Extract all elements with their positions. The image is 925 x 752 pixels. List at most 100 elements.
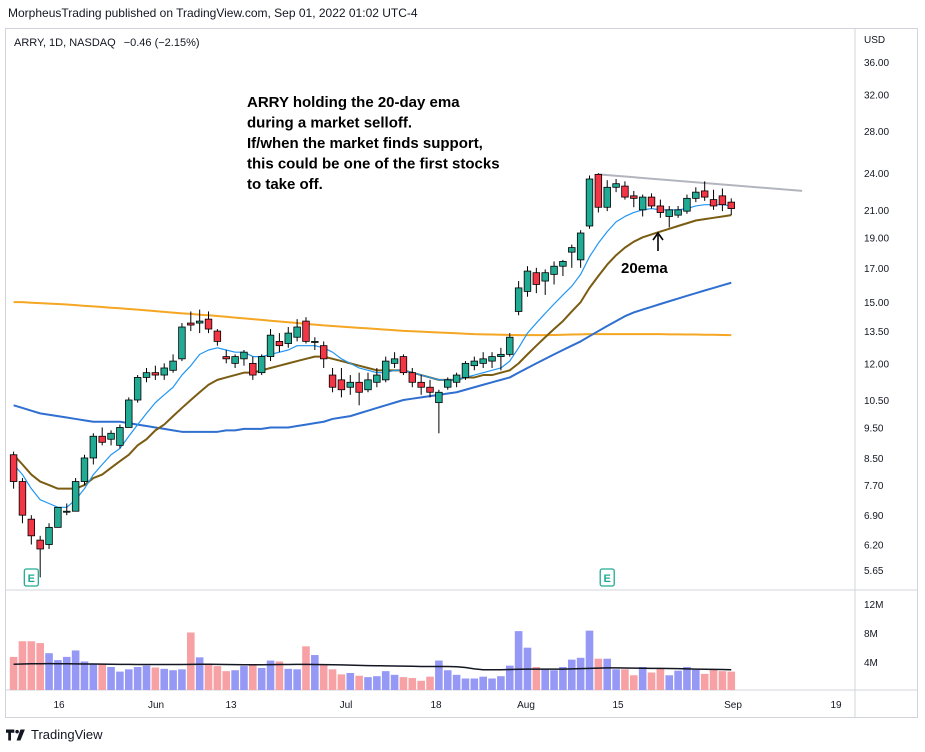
candle-body bbox=[594, 173, 603, 208]
volume-bar bbox=[373, 676, 381, 690]
volume-bar bbox=[505, 665, 514, 690]
volume-bar bbox=[355, 675, 363, 690]
candle-body bbox=[576, 232, 585, 261]
price-tick-label: 5.65 bbox=[864, 566, 884, 577]
volume-bar bbox=[638, 667, 647, 690]
volume-bar bbox=[683, 667, 691, 690]
candle-body bbox=[532, 272, 541, 285]
volume-tick-label: 8M bbox=[864, 629, 878, 640]
volume-bar bbox=[435, 660, 443, 690]
volume-bar bbox=[692, 669, 700, 690]
candle-body bbox=[488, 356, 496, 362]
candle-body bbox=[514, 287, 523, 312]
volume-bar bbox=[381, 671, 390, 690]
ema10-series bbox=[13, 204, 732, 508]
volume-bar bbox=[603, 658, 612, 690]
volume-bar bbox=[479, 676, 487, 690]
time-tick-label: 18 bbox=[430, 700, 442, 711]
volume-bar bbox=[178, 669, 186, 690]
candle-body bbox=[709, 199, 718, 207]
candle-body bbox=[195, 320, 204, 324]
volume-bar bbox=[62, 656, 71, 690]
volume-tick-label: 4M bbox=[864, 658, 878, 669]
time-tick-label: Sep bbox=[724, 700, 742, 711]
volume-bar bbox=[98, 664, 106, 690]
volume-bar bbox=[567, 659, 576, 690]
volume-bar bbox=[142, 665, 151, 690]
candle-body bbox=[249, 362, 257, 376]
candle-body bbox=[346, 381, 354, 388]
volume-bar bbox=[328, 669, 337, 690]
volume-bar bbox=[160, 668, 169, 690]
volume-bar bbox=[541, 669, 549, 690]
volume-bar bbox=[124, 669, 133, 690]
volume-bar bbox=[319, 665, 328, 690]
volume-bar bbox=[266, 660, 275, 690]
candle-body bbox=[116, 427, 124, 446]
candle-body bbox=[204, 318, 213, 330]
candle-body bbox=[559, 261, 567, 267]
time-tick-label: 19 bbox=[830, 700, 842, 711]
legend-symbol: ARRY, 1D, NASDAQ bbox=[14, 37, 116, 49]
price-tick-label: 21.00 bbox=[864, 206, 889, 217]
earnings-badge-label: E bbox=[604, 573, 611, 585]
volume-axis[interactable]: 12M 8M 4M bbox=[864, 600, 883, 669]
volume-bar bbox=[399, 677, 408, 690]
candle-body bbox=[355, 381, 363, 393]
price-tick-label: 17.00 bbox=[864, 264, 889, 275]
price-tick-label: 6.20 bbox=[864, 541, 884, 552]
candle-body bbox=[461, 362, 470, 378]
candle-body bbox=[426, 386, 434, 393]
time-tick-label: 16 bbox=[53, 700, 65, 711]
earnings-badge-label: E bbox=[28, 573, 35, 585]
candle-body bbox=[683, 197, 691, 212]
candle-body bbox=[700, 190, 709, 198]
time-axis[interactable]: 16 Jun 13 Jul 18 Aug 15 Sep 19 bbox=[53, 700, 842, 711]
price-tick-label: 28.00 bbox=[864, 127, 889, 138]
candle-body bbox=[727, 201, 735, 209]
candle-body bbox=[479, 358, 487, 364]
volume-bar bbox=[709, 669, 718, 690]
price-axis[interactable]: 36.00 32.00 28.00 24.00 21.00 19.00 17.00 15.00… bbox=[864, 58, 889, 577]
candle-body bbox=[71, 481, 80, 512]
candle-body bbox=[585, 178, 594, 227]
volume-bar bbox=[656, 668, 665, 690]
footer-brand[interactable]: TradingView bbox=[6, 727, 103, 742]
sma50-series bbox=[13, 281, 732, 433]
candle-body bbox=[612, 183, 620, 188]
tradingview-logo-icon bbox=[6, 728, 25, 741]
candle-body bbox=[231, 356, 239, 364]
volume-bar bbox=[426, 676, 434, 690]
price-tick-label: 24.00 bbox=[864, 169, 889, 180]
volume-bar bbox=[89, 664, 98, 690]
candle-body bbox=[390, 358, 399, 364]
volume-bar bbox=[674, 670, 682, 690]
candle-body bbox=[169, 360, 177, 371]
volume-bar bbox=[346, 672, 355, 690]
volume-bar bbox=[612, 669, 620, 690]
candle-body bbox=[364, 379, 372, 391]
candle-body bbox=[541, 272, 549, 282]
earnings-badge bbox=[23, 568, 39, 587]
time-tick-label: 13 bbox=[225, 700, 237, 711]
price-tick-label: 32.00 bbox=[864, 90, 889, 101]
candle-body bbox=[275, 341, 284, 347]
volume-bar bbox=[36, 643, 44, 690]
candle-body bbox=[399, 356, 408, 374]
candle-body bbox=[142, 372, 151, 378]
candle-body bbox=[213, 330, 222, 342]
candle-body bbox=[160, 367, 168, 376]
volume-bar bbox=[222, 671, 231, 690]
volume-bar bbox=[576, 657, 585, 690]
volume-bar bbox=[107, 667, 115, 690]
volume-bar bbox=[470, 678, 479, 690]
ema20-series bbox=[12, 214, 732, 490]
volume-bar bbox=[18, 641, 27, 690]
volume-bar bbox=[133, 667, 142, 690]
candle-body bbox=[80, 457, 89, 482]
candle-body bbox=[45, 526, 53, 545]
volume-bar bbox=[71, 650, 80, 690]
